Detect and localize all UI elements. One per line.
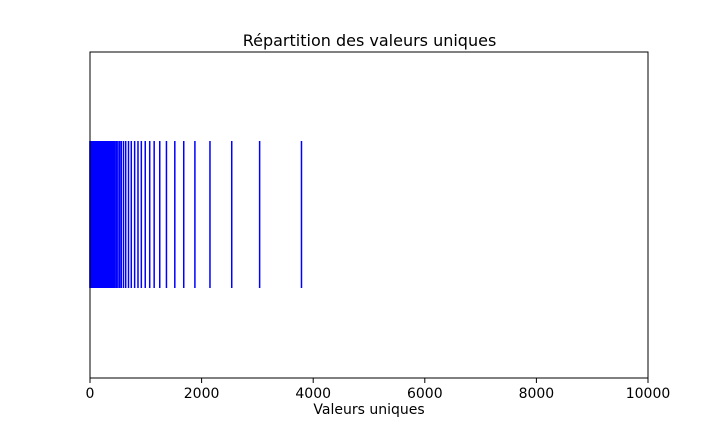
chart-title: Répartition des valeurs uniques [243, 31, 497, 50]
x-tick-label: 8000 [519, 386, 555, 402]
x-tick-label: 0 [86, 386, 95, 402]
x-tick-label: 10000 [626, 386, 671, 402]
x-axis-ticks: 0 2000 4000 6000 8000 10000 [86, 378, 671, 402]
event-lines [89, 141, 303, 288]
x-tick-label: 6000 [407, 386, 443, 402]
plot-area-frame [89, 51, 649, 379]
x-axis-label: Valeurs uniques [313, 402, 424, 418]
x-tick-label: 4000 [295, 386, 331, 402]
x-tick-label: 2000 [184, 386, 220, 402]
